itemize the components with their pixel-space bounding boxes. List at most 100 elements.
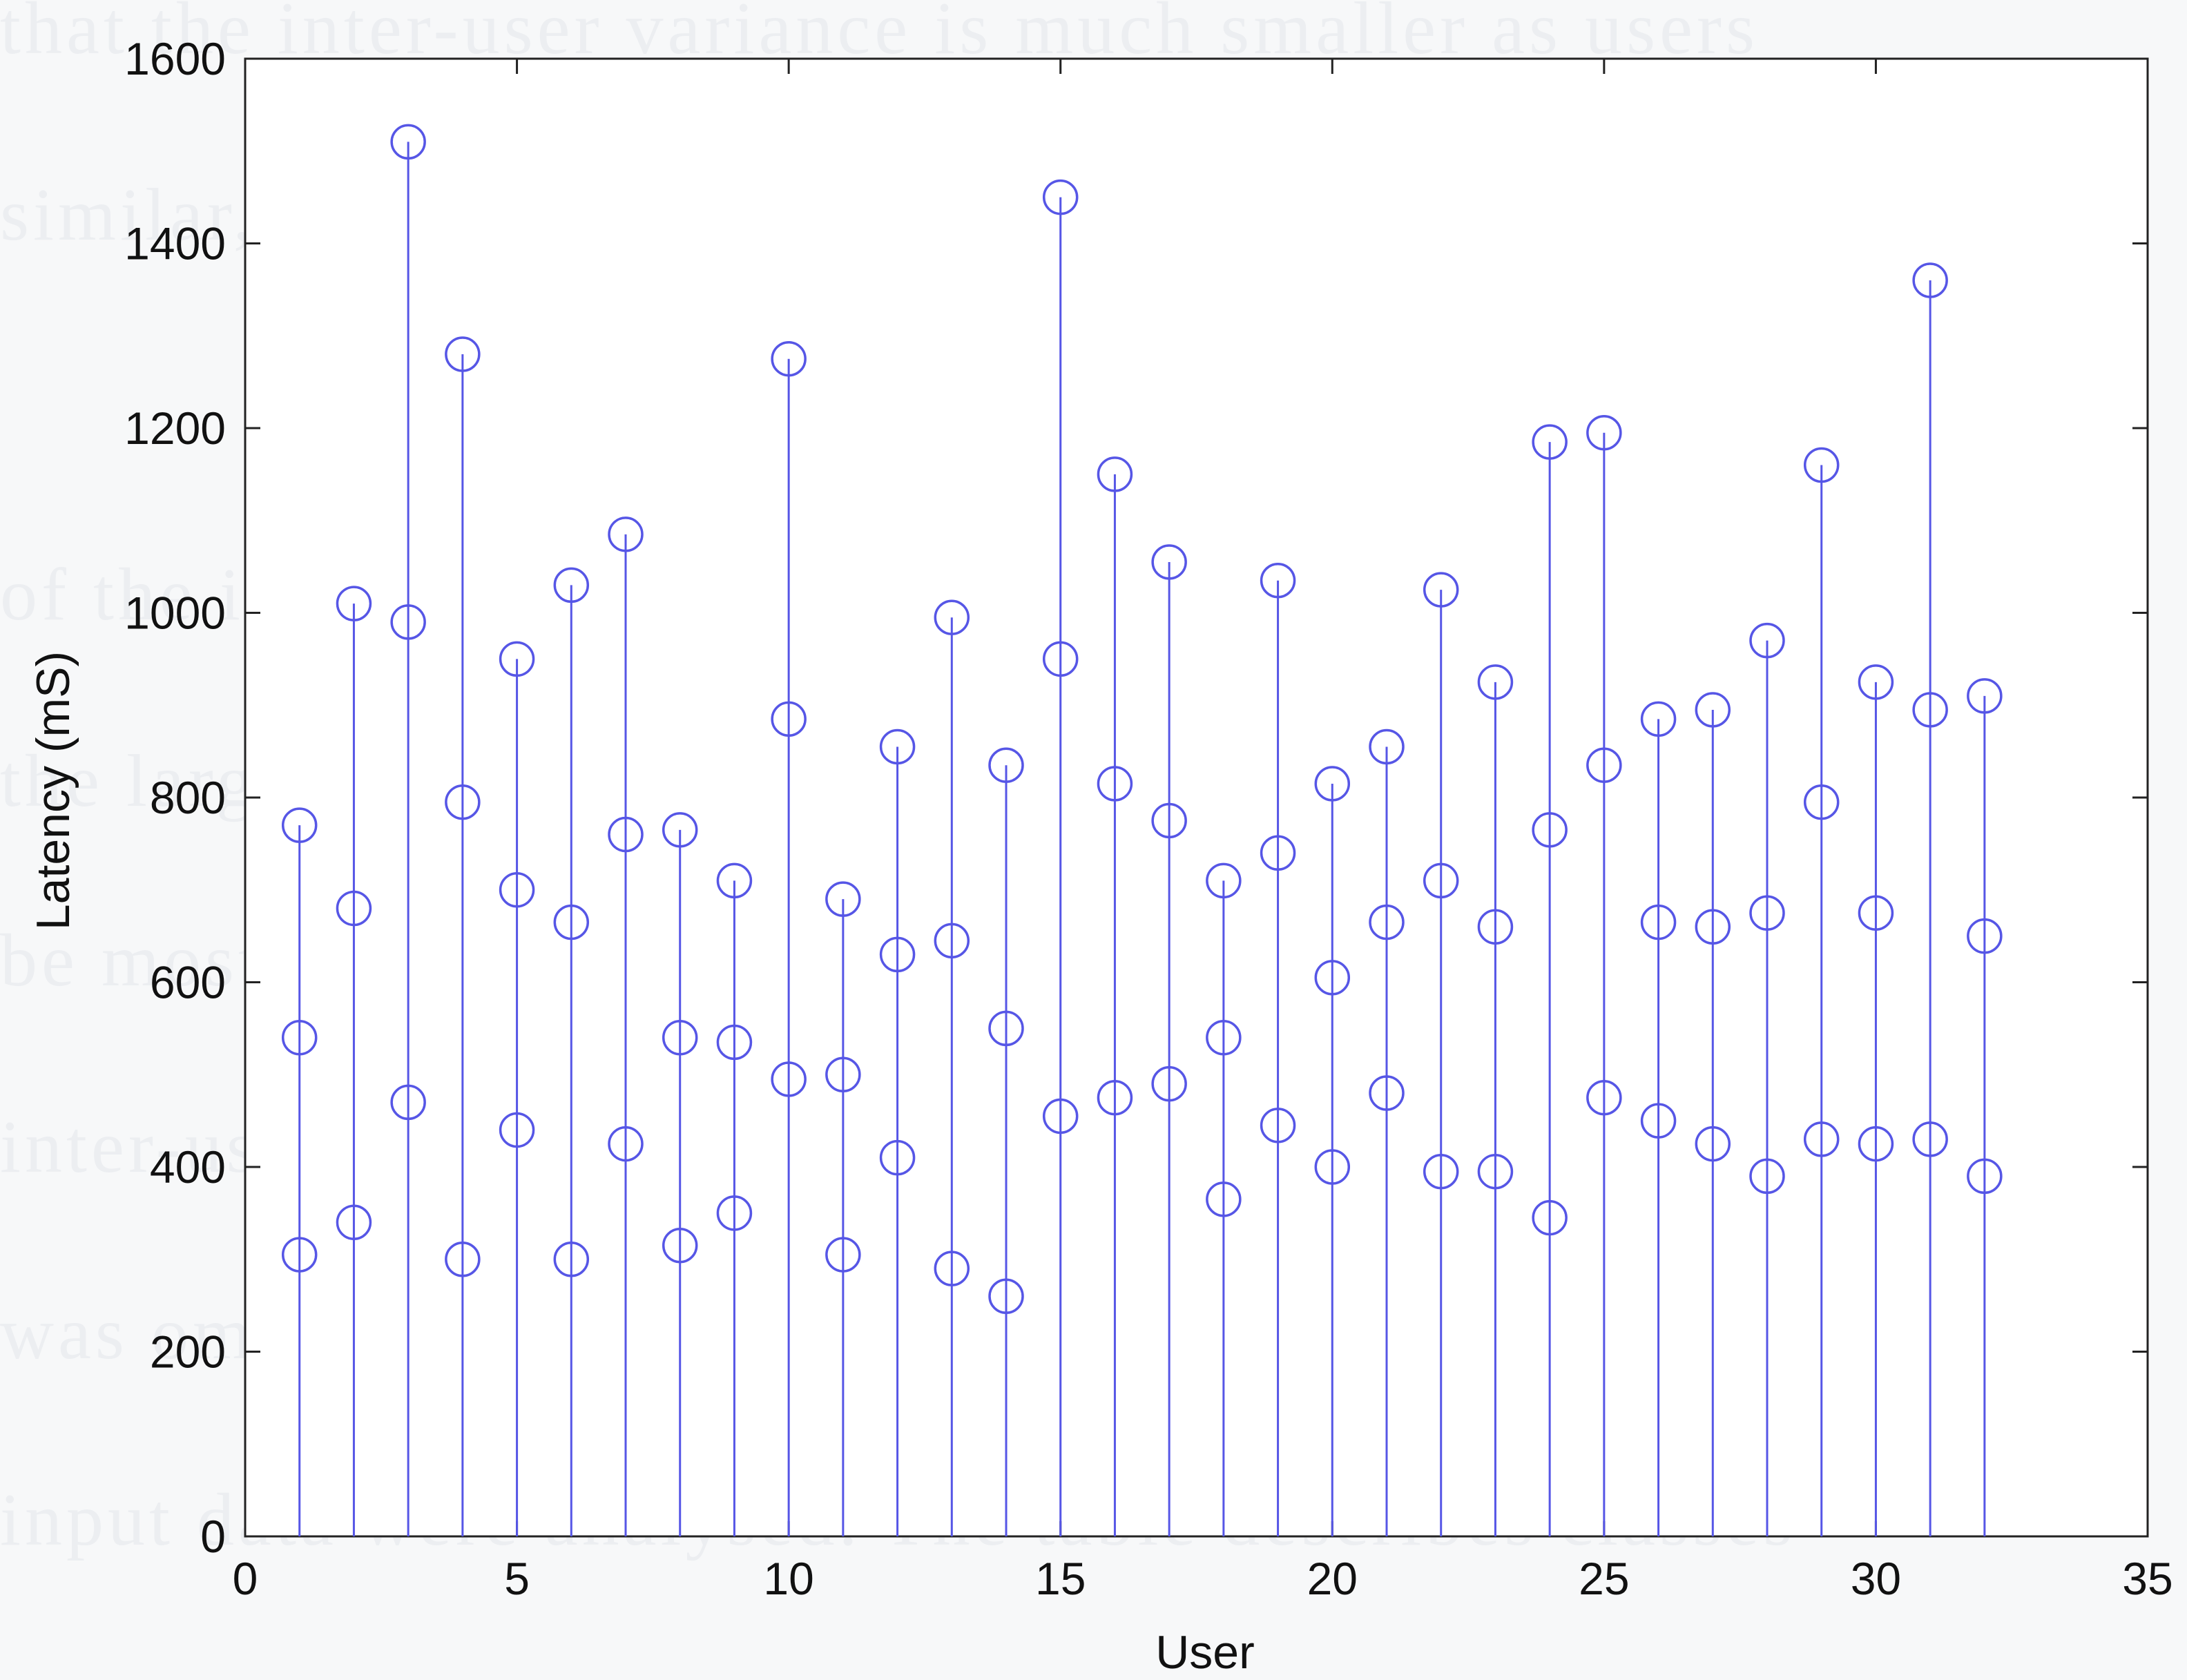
data-point-marker — [1369, 904, 1405, 940]
x-tick-label: 35 — [2122, 1553, 2172, 1604]
data-point-marker — [1532, 424, 1568, 460]
data-point-marker — [1803, 1121, 1840, 1157]
data-point-marker — [988, 1010, 1024, 1047]
plot-frame — [244, 57, 2149, 1538]
data-point-marker — [825, 881, 861, 917]
data-point-marker — [771, 1061, 807, 1097]
data-point-marker — [499, 1112, 535, 1148]
data-point-marker — [771, 340, 807, 377]
data-point-marker — [1423, 862, 1459, 899]
data-point-marker — [1477, 664, 1514, 700]
data-point-marker — [1097, 456, 1133, 492]
data-point-marker — [336, 890, 372, 927]
data-point-marker — [281, 1020, 318, 1056]
data-point-marker — [879, 728, 916, 765]
data-point-marker — [1640, 701, 1677, 737]
data-point-marker — [281, 807, 318, 843]
data-point-marker — [1695, 909, 1731, 945]
data-point-marker — [1151, 802, 1187, 839]
y-tick-label: 0 — [200, 1511, 226, 1562]
data-point-marker — [553, 567, 590, 604]
data-point-marker — [1151, 1065, 1187, 1102]
data-point-marker — [1858, 895, 1894, 931]
data-point-marker — [1858, 1126, 1894, 1162]
data-point-marker — [1206, 1181, 1242, 1217]
data-point-marker — [499, 872, 535, 908]
data-point-marker — [825, 1237, 861, 1273]
data-point-marker — [1260, 1108, 1296, 1143]
stem-series — [281, 124, 2003, 1536]
y-tick-label: 800 — [150, 772, 226, 823]
data-point-marker — [553, 904, 590, 940]
x-tick-label: 15 — [1035, 1553, 1086, 1604]
y-tick-label: 400 — [150, 1141, 226, 1193]
data-point-marker — [1042, 1098, 1079, 1135]
data-point-marker — [1586, 414, 1622, 451]
data-point-marker — [553, 1242, 590, 1277]
y-tick-label: 600 — [150, 957, 226, 1008]
data-point-marker — [1912, 262, 1948, 298]
data-point-marker — [1097, 1079, 1133, 1116]
data-point-marker — [1695, 1126, 1731, 1162]
data-point-marker — [390, 1084, 426, 1121]
y-tick-label: 1200 — [124, 403, 226, 454]
data-point-marker — [662, 1227, 698, 1264]
data-point-marker — [336, 586, 372, 621]
x-tick-label: 0 — [233, 1553, 258, 1604]
data-point-marker — [1858, 664, 1894, 700]
y-axis-label: Latency (mS) — [27, 651, 79, 930]
data-point-marker — [825, 1056, 861, 1092]
data-point-marker — [336, 1204, 372, 1240]
data-point-marker — [281, 1237, 318, 1273]
data-point-marker — [445, 784, 481, 820]
x-tick-label: 20 — [1307, 1553, 1358, 1604]
x-tick-label: 30 — [1851, 1553, 1901, 1604]
y-axis: 0 200 400 600 800 1000 1200 1400 1600 — [124, 33, 2148, 1562]
data-point-marker — [1749, 895, 1785, 931]
data-point-marker — [934, 599, 970, 635]
data-point-marker — [879, 936, 916, 973]
y-tick-label: 1400 — [124, 218, 226, 269]
data-point-marker — [1369, 728, 1405, 765]
x-axis-label: User — [1155, 1626, 1255, 1679]
data-point-marker — [934, 1251, 970, 1286]
data-point-marker — [1314, 960, 1351, 996]
data-point-marker — [771, 701, 807, 737]
data-point-marker — [1477, 909, 1514, 945]
y-tick-label: 1600 — [124, 33, 226, 84]
data-point-marker — [1314, 1149, 1351, 1185]
data-point-marker — [1042, 179, 1079, 215]
data-point-marker — [716, 862, 753, 899]
data-point-marker — [934, 923, 970, 959]
data-point-marker — [1749, 1158, 1785, 1195]
data-point-marker — [662, 1020, 698, 1056]
data-point-marker — [988, 1278, 1024, 1314]
data-point-marker — [716, 1195, 753, 1231]
data-point-marker — [445, 336, 481, 372]
data-point-marker — [390, 604, 426, 640]
data-point-marker — [1695, 692, 1731, 728]
data-point-marker — [879, 1139, 916, 1176]
data-point-marker — [1967, 1158, 2003, 1195]
data-point-marker — [390, 124, 426, 160]
data-point-marker — [1912, 692, 1948, 728]
data-point-marker — [499, 641, 535, 677]
data-point-marker — [1803, 784, 1840, 820]
data-point-marker — [1206, 862, 1242, 899]
y-tick-label: 200 — [150, 1326, 226, 1378]
data-point-marker — [1260, 562, 1296, 599]
data-point-marker — [1640, 904, 1677, 940]
x-tick-label: 5 — [504, 1553, 530, 1604]
data-point-marker — [445, 1242, 481, 1277]
data-point-marker — [1314, 766, 1351, 802]
data-point-marker — [1640, 1103, 1677, 1139]
data-point-marker — [1586, 747, 1622, 783]
x-axis: 0 5 10 15 20 25 30 35 — [233, 59, 2173, 1604]
data-point-marker — [1477, 1153, 1514, 1190]
data-point-marker — [1532, 1199, 1568, 1236]
x-tick-label: 10 — [763, 1553, 813, 1604]
data-point-marker — [988, 747, 1024, 783]
data-point-marker — [1423, 1153, 1459, 1190]
data-point-marker — [1749, 622, 1785, 659]
